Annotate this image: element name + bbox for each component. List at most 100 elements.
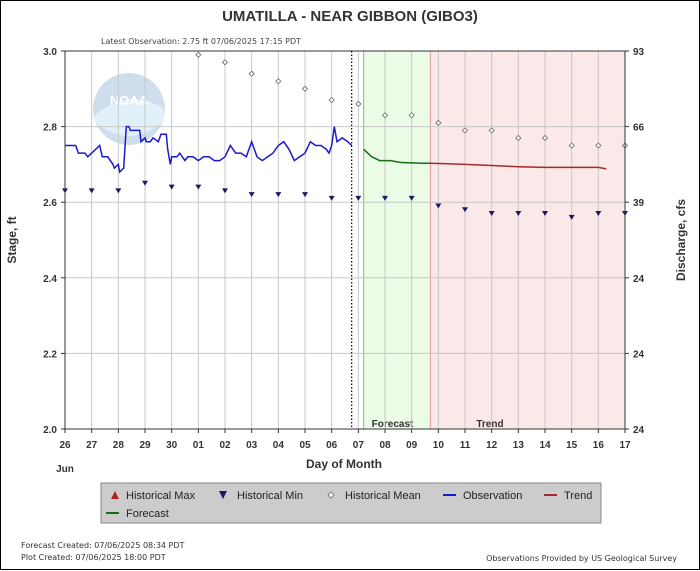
legend-item-observation: Observation <box>443 490 522 502</box>
x-axis-label: Day of Month <box>306 457 382 471</box>
x-tick-label: 29 <box>139 440 151 451</box>
legend-item-historical-max: Historical Max <box>111 490 196 502</box>
x-tick-label: 07 <box>353 440 365 451</box>
y-tick-label-right: 24 <box>633 425 645 436</box>
historical-mean-point <box>381 112 389 119</box>
x-tick-label: 02 <box>219 440 231 451</box>
historical-mean-point <box>275 78 282 85</box>
observation-series-line <box>65 125 353 174</box>
plot-frame <box>64 50 626 430</box>
historical-mean-point <box>595 142 602 149</box>
y-axis-label-right: Discharge, cfs <box>674 199 688 281</box>
historical-min-point <box>195 184 202 190</box>
y-tick-label-left: 2.4 <box>43 274 57 285</box>
historical-min-point <box>568 214 575 220</box>
historical-min-point <box>275 192 282 198</box>
chart-title: UMATILLA - NEAR GIBBON (GIBO3) <box>222 8 478 25</box>
historical-mean-point <box>568 142 575 149</box>
historical-mean-point <box>515 134 522 142</box>
legend-forecast: Forecast <box>126 508 169 520</box>
historical-mean-point <box>488 127 495 134</box>
legend-item-historical-min: Historical Min <box>219 490 303 502</box>
historical-min-point <box>142 180 148 186</box>
x-tick-label: 14 <box>539 440 551 451</box>
x-tick-label: 15 <box>566 440 578 451</box>
historical-min-point <box>542 211 548 217</box>
legend-trend: Trend <box>564 490 592 502</box>
x-tick-label: 28 <box>113 440 125 451</box>
x-tick-label: 05 <box>299 440 311 451</box>
x-tick-label: 09 <box>406 440 418 451</box>
legend-observation: Observation <box>463 490 522 502</box>
historical-mean-point <box>328 97 335 104</box>
historical-min-point <box>302 192 308 198</box>
y-tick-label-left: 3.0 <box>43 47 57 58</box>
region-trend-label: Trend <box>476 419 503 430</box>
noaa-logo-text: NOAA <box>110 93 149 108</box>
legend-item-forecast: Forecast <box>106 508 169 520</box>
x-tick-label: 10 <box>433 440 445 451</box>
legend-historical-mean: Historical Mean <box>345 490 421 502</box>
forecast-trend-regions: Forecast Trend <box>363 51 625 430</box>
y-tick-label-right: 93 <box>633 47 645 58</box>
plot-created-label: Plot Created: 07/06/2025 18:00 PDT <box>21 553 166 562</box>
historical-min-point <box>355 195 362 201</box>
historical-mean-point <box>221 59 229 66</box>
y-tick-label-left: 2.2 <box>43 349 57 360</box>
legend-historical-min: Historical Min <box>237 490 303 502</box>
y-axis-label-left: Stage, ft <box>5 216 19 263</box>
y-tick-label-left: 2.6 <box>43 198 57 209</box>
historical-mean-point <box>248 70 255 77</box>
y-tick-label-left: 2.8 <box>43 123 57 134</box>
historical-min-point <box>435 203 442 209</box>
y-tick-label-right: 39 <box>633 198 645 209</box>
historical-min-marker-icon <box>219 491 227 499</box>
historical-mean-point <box>355 100 362 107</box>
historical-min-point <box>595 211 602 217</box>
forecast-series-line <box>363 148 431 165</box>
region-forecast-label: Forecast <box>372 419 414 430</box>
y-tick-label-left: 2.0 <box>43 425 57 436</box>
legend-item-trend: Trend <box>544 490 592 502</box>
latest-observation-label: Latest Observation: 2.75 ft 07/06/2025 1… <box>101 37 301 46</box>
historical-min-point <box>382 195 388 201</box>
x-tick-label: 30 <box>166 440 178 451</box>
historical-mean-point <box>435 119 442 126</box>
x-tick-label: 17 <box>619 440 631 451</box>
x-tick-label: 04 <box>273 440 285 451</box>
region-forecast <box>363 51 431 429</box>
chart-axes: 26 27 28 29 30 01 02 03 04 05 06 07 08 09 10 11 12 13 14 15… <box>43 47 644 451</box>
x-tick-label: 12 <box>486 440 498 451</box>
forecast-created-label: Forecast Created: 07/06/2025 08:34 PDT <box>21 541 185 550</box>
x-tick-label: 06 <box>326 440 338 451</box>
x-tick-label: 27 <box>86 440 98 451</box>
historical-min-point <box>222 188 228 194</box>
historical-min-point <box>408 195 415 201</box>
trend-series-line <box>430 162 607 170</box>
x-tick-label: 13 <box>513 440 525 451</box>
legend-box <box>100 482 602 524</box>
x-tick-label: 01 <box>193 440 205 451</box>
legend-item-historical-mean: Historical Mean <box>327 490 421 502</box>
noaa-logo: NOAA <box>93 73 165 145</box>
historical-min-point <box>115 188 122 194</box>
historical-min-point <box>168 184 175 190</box>
historical-mean-point <box>461 127 469 134</box>
x-tick-label: 03 <box>246 440 258 451</box>
y-tick-label-right: 66 <box>633 123 645 134</box>
historical-min-point <box>488 211 495 217</box>
data-provider-label: Observations Provided by US Geological S… <box>486 554 677 563</box>
legend-historical-max: Historical Max <box>126 490 196 502</box>
x-tick-label: 11 <box>460 440 471 451</box>
historical-mean-marker-icon <box>327 491 335 499</box>
x-month-label: Jun <box>56 464 74 475</box>
region-trend <box>430 51 625 429</box>
chart-series <box>62 51 629 220</box>
historical-mean-point <box>195 51 202 58</box>
historical-max-marker-icon <box>111 491 119 499</box>
historical-mean-point <box>541 134 549 142</box>
historical-mean-point <box>301 85 309 92</box>
legend: Historical Max Historical Min Historical… <box>100 482 602 524</box>
